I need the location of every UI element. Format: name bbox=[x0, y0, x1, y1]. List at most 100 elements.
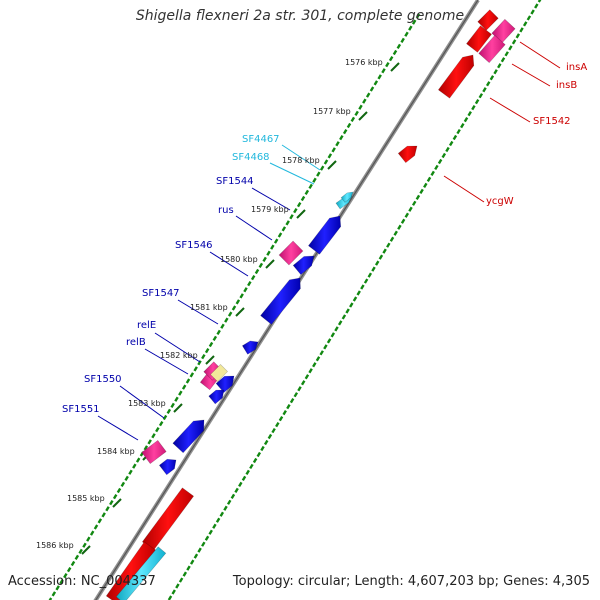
outer-tick-dot bbox=[220, 323, 225, 329]
gene-blue bbox=[158, 458, 177, 476]
major-tick bbox=[112, 498, 122, 508]
inner-tick-dot bbox=[219, 511, 225, 517]
inner-tick-dot bbox=[474, 99, 480, 105]
leader-line bbox=[489, 97, 531, 123]
gene-label-ycgw: ycgW bbox=[486, 196, 514, 207]
inner-tick-dot bbox=[500, 57, 506, 63]
inner-tick-dot bbox=[345, 308, 350, 314]
outer-tick-dot bbox=[189, 372, 195, 378]
inner-tick-dot bbox=[519, 27, 524, 33]
outer-tick-dot bbox=[204, 347, 210, 354]
inner-tick-dot bbox=[230, 493, 236, 499]
inner-tick-dot bbox=[215, 517, 221, 523]
outer-tick-dot bbox=[227, 311, 233, 317]
gene-red bbox=[466, 25, 492, 53]
outer-tick-dot bbox=[327, 153, 333, 159]
outer-tick-dot bbox=[166, 408, 172, 415]
leader-line bbox=[209, 251, 249, 277]
inner-tick-dot bbox=[415, 194, 421, 200]
outer-tick-dot bbox=[281, 226, 287, 232]
outer-tick-dot bbox=[411, 19, 417, 25]
gene-red bbox=[397, 145, 418, 164]
outer-tick-dot bbox=[258, 262, 264, 269]
inner-tick-dot bbox=[260, 445, 265, 452]
inner-tick-dot bbox=[267, 433, 273, 440]
outer-tick-dot bbox=[289, 214, 294, 220]
outer-tick-dot bbox=[273, 238, 279, 244]
outer-tick-dot bbox=[105, 506, 110, 512]
outer-tick-dot bbox=[178, 390, 183, 396]
inner-tick-dot bbox=[430, 170, 435, 177]
gene-blue bbox=[260, 277, 301, 325]
leader-line bbox=[97, 415, 139, 441]
tick-label: 1583 kbp bbox=[128, 399, 166, 408]
outer-tick-dot bbox=[415, 13, 421, 19]
outer-tick-dot bbox=[51, 591, 57, 597]
inner-tick-dot bbox=[193, 553, 199, 559]
inner-tick-dot bbox=[360, 284, 365, 290]
outer-tick-dot bbox=[254, 268, 260, 275]
inner-tick-dot bbox=[271, 427, 276, 434]
inner-tick-dot bbox=[289, 398, 295, 404]
outer-tick-dot bbox=[239, 293, 244, 299]
leader-line bbox=[511, 63, 551, 87]
inner-tick-dot bbox=[448, 140, 454, 147]
outer-tick-dot bbox=[362, 98, 367, 104]
outer-tick-dot bbox=[285, 220, 290, 226]
gene-blue bbox=[215, 375, 235, 393]
outer-tick-dot bbox=[293, 208, 298, 214]
inner-tick-dot bbox=[334, 326, 339, 332]
outer-tick-dot bbox=[369, 86, 375, 92]
leader-line bbox=[177, 299, 219, 325]
gene-label-sf4467: SF4467 bbox=[242, 134, 280, 145]
inner-tick-dot bbox=[249, 463, 254, 470]
gene-blue bbox=[292, 255, 315, 276]
inner-tick-dot bbox=[186, 565, 191, 571]
gene-label-sf1542: SF1542 bbox=[533, 116, 571, 127]
accession-text: Accession: NC_004337 bbox=[8, 574, 156, 589]
outer-tick-dot bbox=[365, 92, 371, 98]
inner-tick-dot bbox=[352, 296, 358, 302]
inner-tick-dot bbox=[308, 368, 313, 374]
outer-tick-dot bbox=[388, 55, 394, 62]
inner-tick-dot bbox=[389, 236, 395, 242]
inner-tick-dot bbox=[256, 451, 262, 458]
inner-tick-dot bbox=[315, 356, 321, 362]
gene-pink bbox=[278, 240, 304, 266]
inner-tick-dot bbox=[437, 158, 443, 165]
inner-tick-dot bbox=[537, 0, 542, 3]
major-tick bbox=[358, 111, 368, 121]
outer-tick-dot bbox=[400, 37, 405, 43]
outer-tick-dot bbox=[197, 360, 202, 366]
tick-label: 1577 kbp bbox=[313, 107, 351, 116]
outer-tick-dot bbox=[193, 366, 198, 372]
inner-tick-dot bbox=[238, 481, 243, 487]
inner-tick-dot bbox=[212, 523, 217, 529]
tick-label: 1586 kbp bbox=[36, 541, 74, 550]
inner-tick-dot bbox=[511, 39, 517, 45]
outer-tick-dot bbox=[319, 165, 325, 171]
tick-label: 1581 kbp bbox=[190, 303, 228, 312]
outer-tick-dot bbox=[377, 74, 382, 80]
outer-tick-dot bbox=[335, 141, 340, 147]
outer-tick-dot bbox=[78, 548, 83, 554]
topology-summary: Topology: circular; Length: 4,607,203 bp… bbox=[232, 574, 590, 589]
inner-tick-dot bbox=[326, 338, 332, 344]
inner-tick-dot bbox=[452, 134, 458, 141]
inner-tick-dot bbox=[226, 499, 232, 505]
outer-tick-dot bbox=[151, 433, 156, 439]
outer-tick-dot bbox=[63, 573, 68, 579]
outer-tick-dot bbox=[300, 195, 306, 202]
outer-tick-dot bbox=[392, 49, 398, 56]
outer-tick-dot bbox=[158, 420, 164, 427]
outer-tick-dot bbox=[346, 122, 352, 129]
outer-tick-dot bbox=[48, 597, 53, 600]
outer-tick-dot bbox=[132, 463, 137, 469]
outer-tick-dot bbox=[354, 110, 359, 116]
inner-tick-dot bbox=[426, 176, 432, 183]
outer-tick-dot bbox=[124, 475, 129, 481]
inner-tick-dot bbox=[312, 362, 317, 368]
inner-tick-dot bbox=[378, 254, 384, 260]
inner-tick-dot bbox=[404, 212, 410, 218]
